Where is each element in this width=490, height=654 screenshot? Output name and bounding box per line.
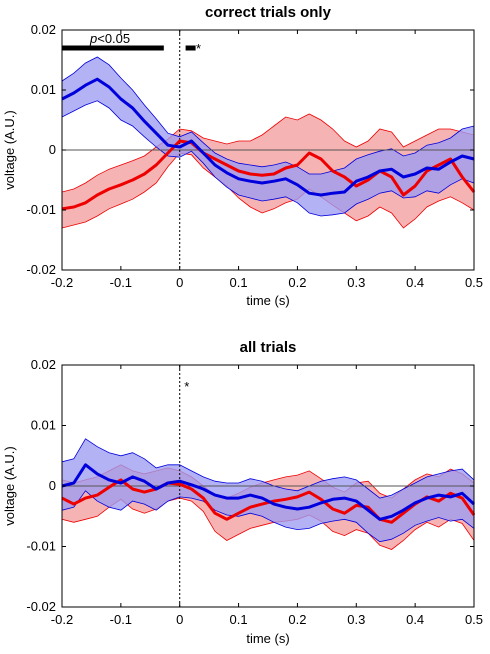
panel-2-y-axis-label: voltage (A.U.) [2, 446, 17, 525]
panel-1-red-mean-line [61, 139, 476, 211]
panel-2-blue-confidence-band [61, 438, 475, 543]
panel-2-title: all trials [240, 339, 297, 356]
panel-2-x-tick-label: 0.1 [230, 612, 248, 627]
panel-1-y-tick-label: -0.01 [26, 202, 56, 217]
panel-2-x-tick-label: 0.2 [288, 612, 306, 627]
panel-1-x-tick-label: 0 [176, 275, 183, 290]
panel-2-y-tick-label: 0 [49, 478, 56, 493]
panel-1-x-axis-label: time (s) [246, 293, 289, 308]
panel-1-y-axis-label: voltage (A.U.) [2, 110, 17, 189]
panel-1-title: correct trials only [205, 4, 332, 21]
panel-1-x-tick-label: 0.1 [230, 275, 248, 290]
panel-1-significance-star: * [196, 41, 201, 56]
panel-2-y-tick-label: 0.01 [31, 418, 56, 433]
panel-2-x-tick-label: -0.1 [110, 612, 132, 627]
panel-2-y-tick-label: 0.02 [31, 357, 56, 372]
panel-1-x-tick-label: 0.4 [406, 275, 424, 290]
panel-1-x-tick-label: 0.2 [288, 275, 306, 290]
panel-2-blue-mean-line [61, 463, 476, 521]
panel-1-y-tick-label: 0.02 [31, 22, 56, 37]
panel-1-x-tick-label: -0.1 [110, 275, 132, 290]
panel-1-y-tick-label: -0.02 [26, 262, 56, 277]
panel-2-x-tick-label: -0.2 [51, 612, 73, 627]
panel-2-x-tick-label: 0.4 [406, 612, 424, 627]
panel-2-significance-star: * [184, 379, 189, 394]
p-threshold: <0.05 [97, 31, 130, 46]
panel-2-y-tick-label: -0.01 [26, 539, 56, 554]
panel-1-x-tick-label: 0.3 [347, 275, 365, 290]
panel-2-x-tick-label: 0 [176, 612, 183, 627]
panel-1-x-tick-label: 0.5 [465, 275, 483, 290]
panel-1-y-tick-label: 0 [49, 142, 56, 157]
panel-2-y-tick-label: -0.02 [26, 599, 56, 614]
panel-2-x-tick-label: 0.5 [465, 612, 483, 627]
p-symbol: p [89, 31, 97, 46]
panel-1-y-tick-label: 0.01 [31, 82, 56, 97]
panel-2-x-tick-label: 0.3 [347, 612, 365, 627]
panel-1-p-value-annotation: p<0.05 [89, 31, 130, 46]
panel-2: * -0.2 -0.1 0 0.1 0.2 0.3 0.4 0.5 -0.02 -0.01 0 0.01… [2, 339, 483, 646]
panel-2-x-axis-label: time (s) [246, 631, 289, 646]
panel-1-x-tick-label: -0.2 [51, 275, 73, 290]
panel-1-blue-mean-line [61, 77, 475, 197]
panel-1: * -0.2 -0.1 0 0.1 0.2 0.3 0.4 0.5 -0.02 -0.01 0 0.01… [2, 4, 483, 308]
